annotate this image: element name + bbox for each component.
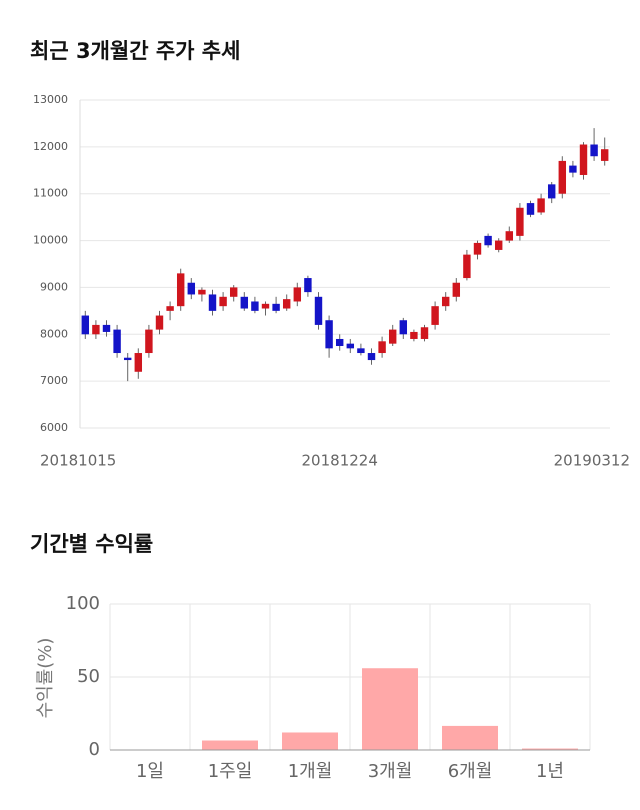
- candle-body: [410, 331, 418, 339]
- candle-body: [547, 184, 556, 199]
- candle-body: [367, 353, 376, 361]
- candle-body: [388, 329, 397, 344]
- y-tick-label: 11000: [33, 187, 68, 200]
- y-tick-label: 0: [89, 739, 100, 760]
- candle-body: [558, 160, 567, 194]
- candle-body: [494, 240, 503, 250]
- y-tick-label: 13000: [33, 93, 68, 106]
- bar: [282, 732, 338, 750]
- candle-body: [600, 149, 609, 161]
- candle-body: [282, 299, 291, 309]
- chart-title: 기간별 수익률: [30, 532, 153, 556]
- candle-body: [346, 343, 355, 349]
- bar: [442, 725, 498, 750]
- candle-body: [272, 303, 280, 311]
- x-tick-label: 1년: [536, 761, 564, 782]
- candle-body: [113, 329, 121, 354]
- candle-body: [219, 296, 227, 307]
- y-tick-label: 50: [77, 666, 100, 687]
- candle-body: [134, 353, 143, 372]
- candle-body: [229, 287, 238, 297]
- candle-body: [463, 254, 471, 279]
- candle-body: [526, 203, 535, 215]
- y-tick-label: 10000: [33, 234, 68, 247]
- y-tick-label: 8000: [40, 327, 68, 340]
- bar: [522, 748, 578, 750]
- x-tick-label: 20181015: [40, 452, 116, 470]
- candle-body: [590, 144, 598, 157]
- candle-body: [102, 324, 111, 332]
- candle-body: [208, 294, 217, 311]
- candle-body: [155, 315, 164, 330]
- candle-body: [569, 165, 577, 173]
- candle-body: [166, 306, 174, 311]
- candle-body: [516, 207, 524, 236]
- x-tick-label: 1주일: [208, 761, 253, 782]
- candle-body: [335, 338, 344, 346]
- candle-body: [325, 320, 333, 349]
- y-tick-label: 100: [66, 593, 100, 614]
- candle-body: [145, 329, 153, 354]
- candle-body: [187, 282, 196, 295]
- x-tick-label: 1일: [136, 761, 164, 782]
- candle-body: [251, 301, 259, 311]
- candle-body: [261, 303, 270, 309]
- candle-body: [505, 231, 514, 241]
- candle-body: [293, 287, 302, 302]
- candle-body: [431, 306, 439, 325]
- x-tick-label: 20190312: [554, 452, 630, 470]
- candle-body: [240, 296, 249, 309]
- x-tick-label: 3개월: [368, 761, 413, 782]
- candle-body: [378, 341, 386, 354]
- candle-body: [81, 315, 90, 335]
- candle-body: [420, 327, 429, 339]
- candle-body: [484, 235, 492, 246]
- bar: [202, 740, 258, 750]
- y-tick-label: 7000: [40, 374, 68, 387]
- bar: [362, 668, 418, 750]
- candle-body: [304, 278, 312, 293]
- candle-body: [473, 242, 482, 255]
- y-tick-label: 9000: [40, 280, 68, 293]
- chart-title: 최근 3개월간 주가 추세: [30, 39, 240, 63]
- candle-body: [537, 198, 545, 213]
- candle-body: [399, 320, 408, 335]
- candle-body: [452, 282, 461, 297]
- candle-body: [357, 348, 365, 354]
- candle-body: [198, 289, 206, 295]
- candle-body: [314, 296, 323, 325]
- candle-body: [92, 324, 100, 335]
- candle-body: [441, 296, 450, 307]
- x-tick-label: 1개월: [288, 761, 333, 782]
- y-axis-label: 수익률(%): [35, 638, 56, 719]
- x-tick-label: 20181224: [302, 452, 378, 470]
- candle-body: [579, 144, 588, 175]
- candle-body: [176, 273, 185, 307]
- y-tick-label: 12000: [33, 140, 68, 153]
- x-tick-label: 6개월: [448, 761, 493, 782]
- y-tick-label: 6000: [40, 421, 68, 434]
- candle-body: [123, 357, 132, 361]
